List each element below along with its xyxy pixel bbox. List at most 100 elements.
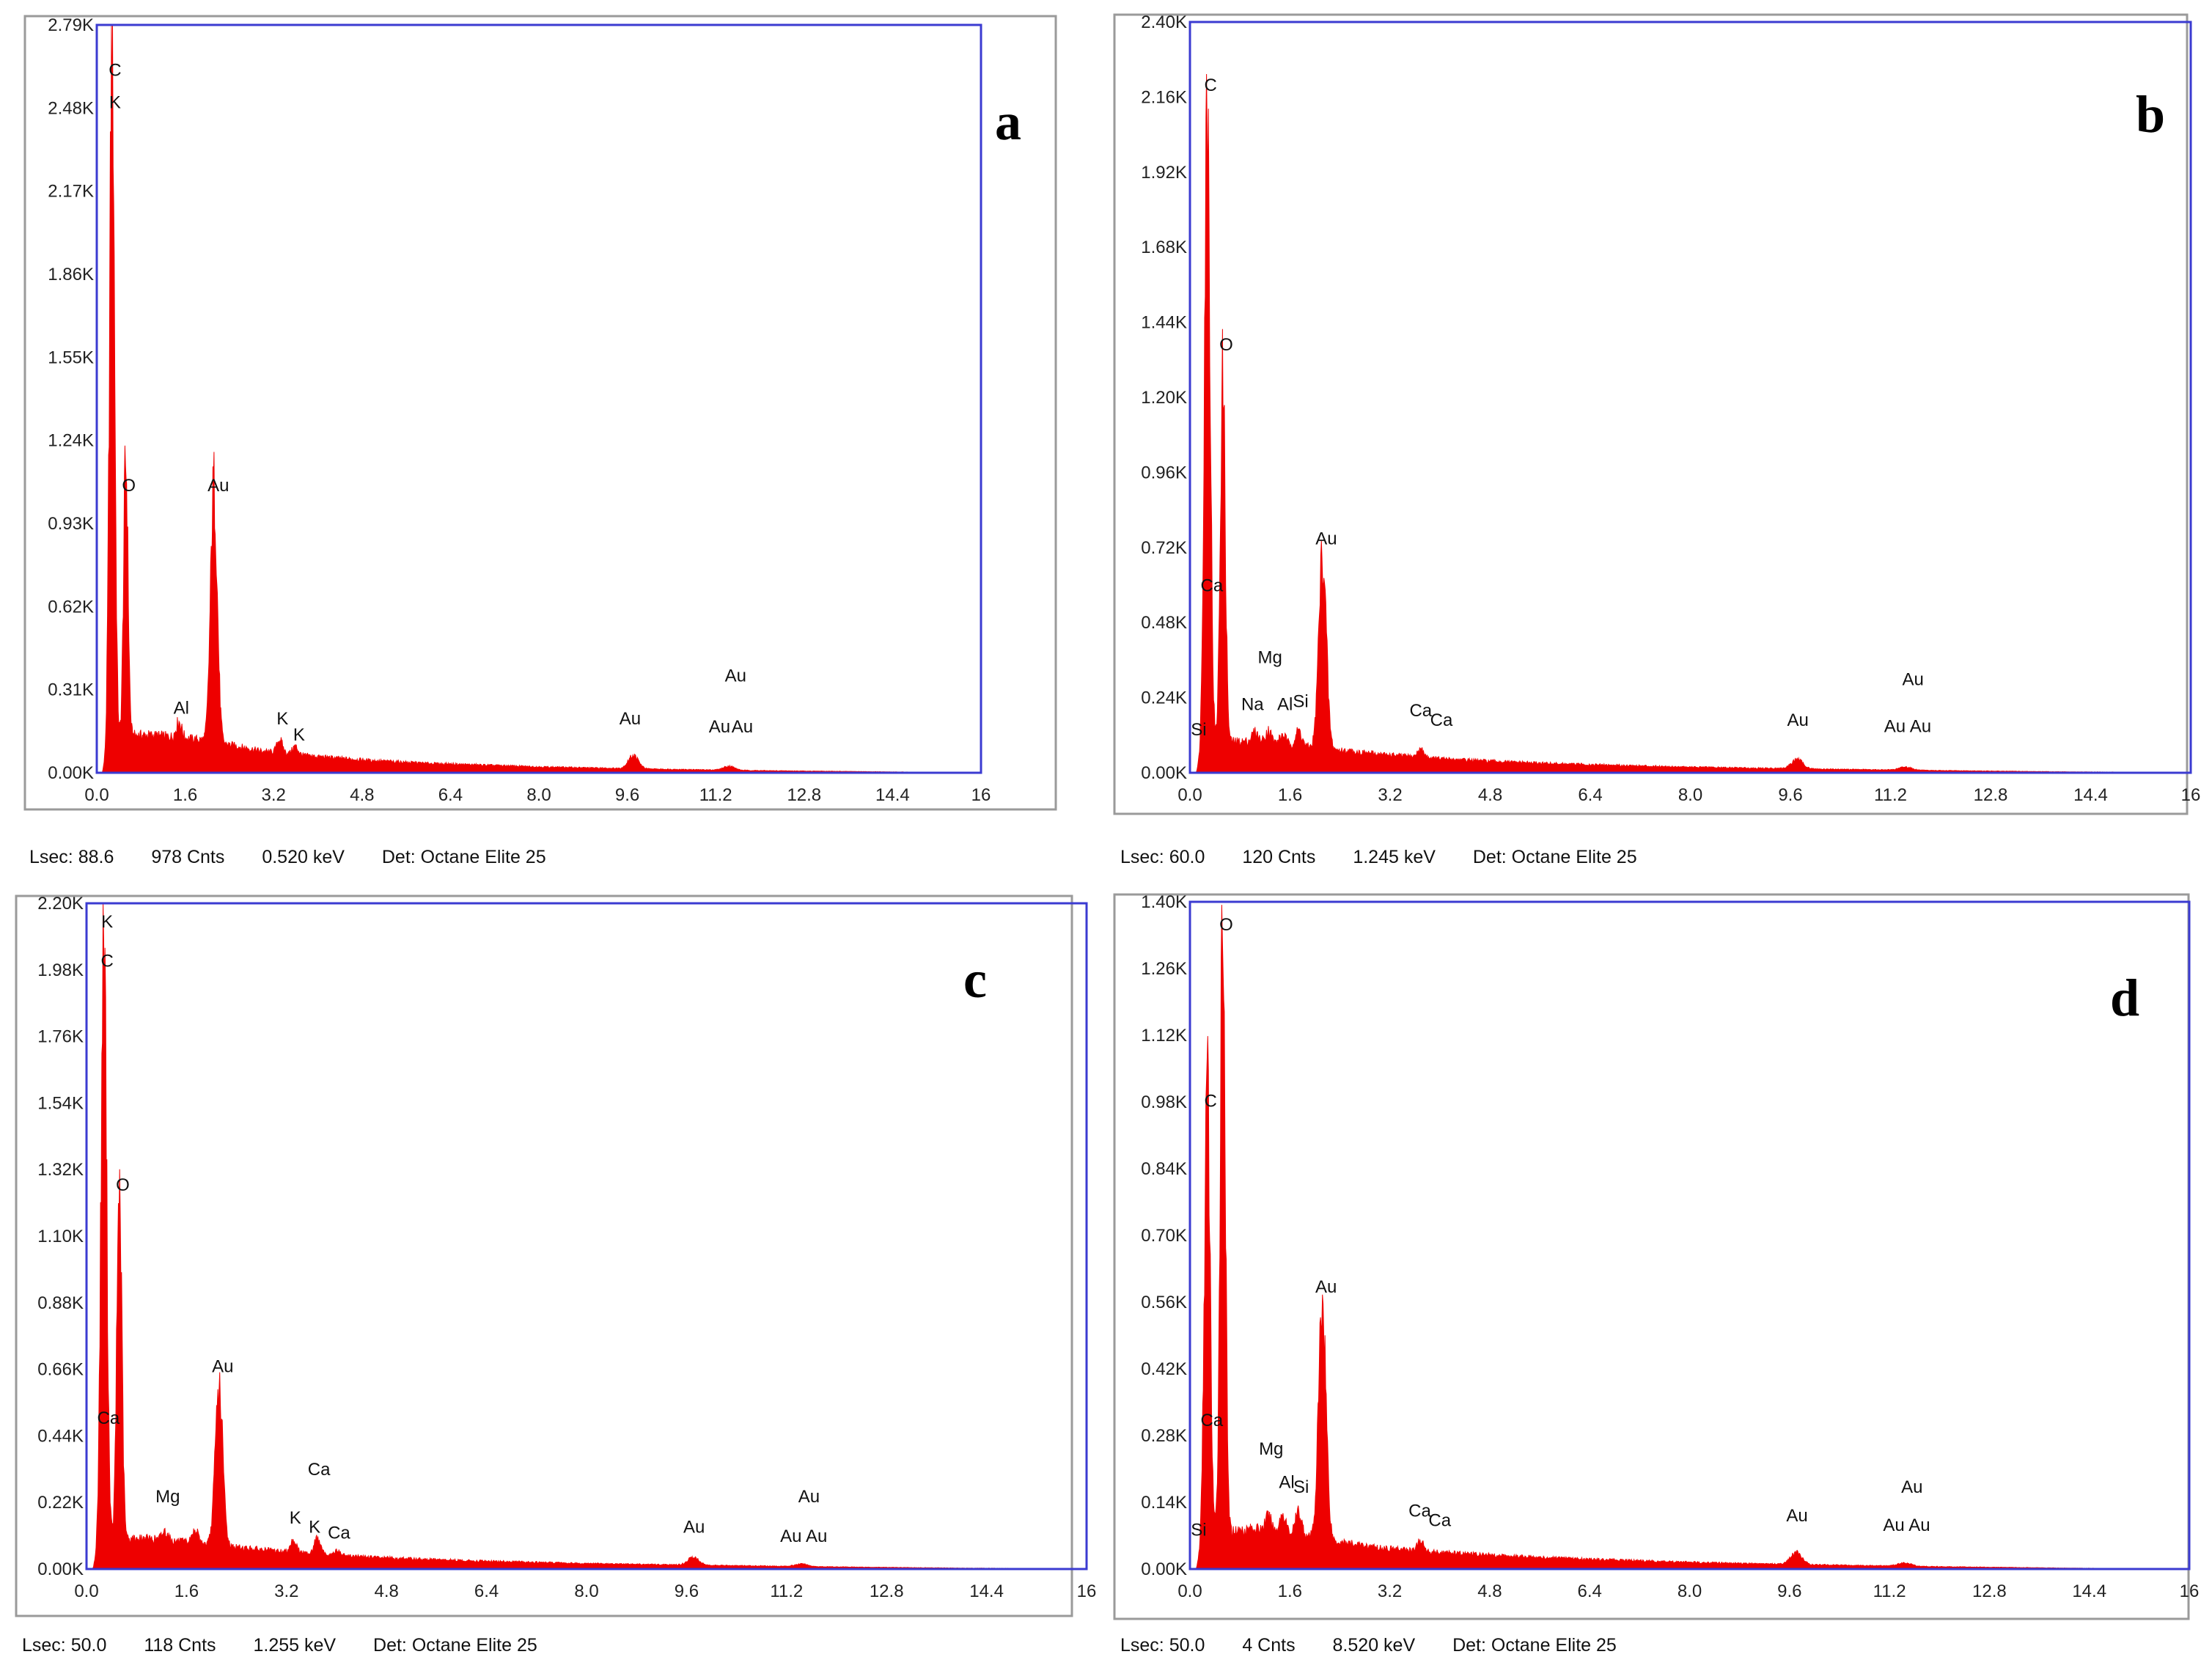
chart-frame xyxy=(1113,13,2189,815)
y-tick-label: 0.14K xyxy=(1141,1493,1187,1513)
y-tick-label: 0.56K xyxy=(1141,1293,1187,1312)
y-tick-label: 0.28K xyxy=(1141,1426,1187,1446)
kev-readout: 8.520 keV xyxy=(1332,1635,1416,1656)
element-peak-label: Au xyxy=(1883,1515,1904,1535)
x-tick-label: 4.8 xyxy=(1478,785,1502,805)
x-tick-label: 6.4 xyxy=(438,785,463,805)
kev-readout: 1.255 keV xyxy=(253,1635,337,1656)
element-peak-label: Au xyxy=(212,1357,233,1377)
y-tick-label: 1.44K xyxy=(1141,313,1187,333)
y-tick-label: 0.42K xyxy=(1141,1359,1187,1379)
x-tick-label: 6.4 xyxy=(474,1581,499,1601)
x-tick-label: 9.6 xyxy=(675,1581,699,1601)
x-tick-label: 1.6 xyxy=(1278,785,1302,805)
spectrum-area xyxy=(97,24,943,774)
x-tick-label: 11.2 xyxy=(1873,1581,1906,1601)
spectrum-panel-c: 0.00K 0.22K 0.44K 0.66K 0.88K 1.10K 1.32K 1.54K… xyxy=(0,887,1106,1679)
element-peak-label: O xyxy=(122,476,136,496)
kev-readout: 1.245 keV xyxy=(1353,847,1436,867)
element-peak-label: Si xyxy=(1293,691,1308,711)
element-peak-label: Au xyxy=(1315,1277,1337,1297)
element-peak-label: O xyxy=(116,1175,130,1195)
plot-area-border xyxy=(95,23,982,774)
element-peak-label: C xyxy=(109,60,121,80)
element-peak-label: Si xyxy=(1293,1477,1309,1497)
x-tick-label: 16 xyxy=(2181,785,2201,805)
x-tick-label: 14.4 xyxy=(875,785,910,805)
x-tick-label: 1.6 xyxy=(1278,1581,1302,1601)
y-tick-label: 0.84K xyxy=(1141,1159,1187,1179)
y-tick-label: 2.20K xyxy=(37,894,84,914)
x-tick-label: 8.0 xyxy=(1678,785,1702,805)
detector-readout: Det: Octane Elite 25 xyxy=(1472,847,1637,867)
element-peak-label: C xyxy=(1204,76,1216,95)
x-tick-label: 0.0 xyxy=(84,785,109,805)
element-peak-label: Al xyxy=(174,699,189,719)
spectrum-panel-d: 0.00K 0.14K 0.28K 0.42K 0.56K 0.70K 0.84K 0.98K… xyxy=(1106,887,2212,1679)
element-peak-label: Ca xyxy=(328,1524,350,1543)
x-tick-label: 6.4 xyxy=(1578,1581,1602,1601)
counts-readout: 118 Cnts xyxy=(144,1635,216,1656)
counts-readout: 978 Cnts xyxy=(151,847,225,867)
x-tick-label: 14.4 xyxy=(2073,785,2108,805)
element-peak-label: Au xyxy=(1908,1515,1930,1535)
plot-area-border xyxy=(1188,900,2191,1570)
kev-readout: 0.520 keV xyxy=(262,847,345,867)
x-tick-label: 12.8 xyxy=(870,1581,904,1601)
element-peak-label: Au xyxy=(1884,717,1906,737)
element-peak-label: K xyxy=(109,92,121,112)
y-tick-label: 2.40K xyxy=(1141,12,1187,32)
element-peak-label: O xyxy=(1219,335,1233,355)
lsec-readout: Lsec: 50.0 xyxy=(1120,1635,1205,1656)
x-tick-label: 8.0 xyxy=(574,1581,598,1601)
lsec-readout: Lsec: 50.0 xyxy=(22,1635,107,1656)
element-peak-label: Ca xyxy=(1408,1502,1431,1521)
x-tick-label: 6.4 xyxy=(1578,785,1602,805)
y-tick-label: 1.26K xyxy=(1141,959,1187,979)
element-peak-label: Si xyxy=(1191,1521,1206,1540)
x-tick-label: 3.2 xyxy=(262,785,286,805)
element-peak-label: Al xyxy=(1279,1473,1294,1493)
x-tick-label: 12.8 xyxy=(787,785,821,805)
element-peak-label: Au xyxy=(1910,717,1931,737)
spectrum-panel-a: 0.00K 0.31K 0.62K 0.93K 1.24K 1.55K 1.86K 2.17K… xyxy=(0,0,1106,894)
y-tick-label: 0.22K xyxy=(37,1493,84,1513)
chart-frame xyxy=(1113,893,2190,1620)
element-peak-label: Ca xyxy=(1430,710,1453,730)
element-peak-label: Ca xyxy=(1201,576,1224,596)
y-tick-label: 0.88K xyxy=(37,1293,84,1313)
y-tick-label: 0.44K xyxy=(37,1426,84,1446)
element-peak-label: Al xyxy=(1277,695,1293,715)
status-bar-b: Lsec: 60.0 120 Cnts 1.245 keV Det: Octan… xyxy=(1120,847,1669,868)
status-bar-c: Lsec: 50.0 118 Cnts 1.255 keV Det: Octan… xyxy=(22,1635,570,1656)
element-peak-label: Ca xyxy=(308,1460,331,1480)
y-tick-label: 1.98K xyxy=(37,960,84,980)
x-tick-label: 0.0 xyxy=(1177,1581,1202,1601)
lsec-readout: Lsec: 60.0 xyxy=(1120,847,1205,867)
y-tick-label: 0.31K xyxy=(48,680,94,700)
spectrum-panel-b: 0.00K 0.24K 0.48K 0.72K 0.96K 1.20K 1.44K 1.68K… xyxy=(1106,0,2212,894)
x-tick-label: 9.6 xyxy=(615,785,639,805)
element-peak-label: Na xyxy=(1241,695,1264,715)
y-tick-label: 1.86K xyxy=(48,265,94,284)
element-peak-label: C xyxy=(1204,1092,1216,1112)
element-peak-label: Au xyxy=(732,717,753,737)
y-tick-label: 0.96K xyxy=(1141,463,1187,482)
element-peak-label: K xyxy=(101,912,113,932)
x-tick-label: 0.0 xyxy=(1177,785,1202,805)
element-peak-label: Mg xyxy=(1259,1439,1283,1459)
counts-readout: 4 Cnts xyxy=(1242,1635,1296,1656)
panel-letter: a xyxy=(995,92,1021,151)
y-tick-label: 1.10K xyxy=(37,1227,84,1246)
x-tick-label: 4.8 xyxy=(350,785,374,805)
y-tick-label: 2.48K xyxy=(48,98,94,118)
detector-readout: Det: Octane Elite 25 xyxy=(381,847,546,867)
x-tick-label: 14.4 xyxy=(2072,1581,2106,1601)
y-tick-label: 1.20K xyxy=(1141,388,1187,408)
detector-readout: Det: Octane Elite 25 xyxy=(1452,1635,1617,1656)
element-peak-label: Au xyxy=(1903,670,1924,690)
element-peak-label: Au xyxy=(207,476,229,496)
element-peak-label: Ca xyxy=(1428,1511,1451,1531)
x-tick-label: 14.4 xyxy=(969,1581,1004,1601)
element-peak-label: K xyxy=(309,1517,320,1537)
